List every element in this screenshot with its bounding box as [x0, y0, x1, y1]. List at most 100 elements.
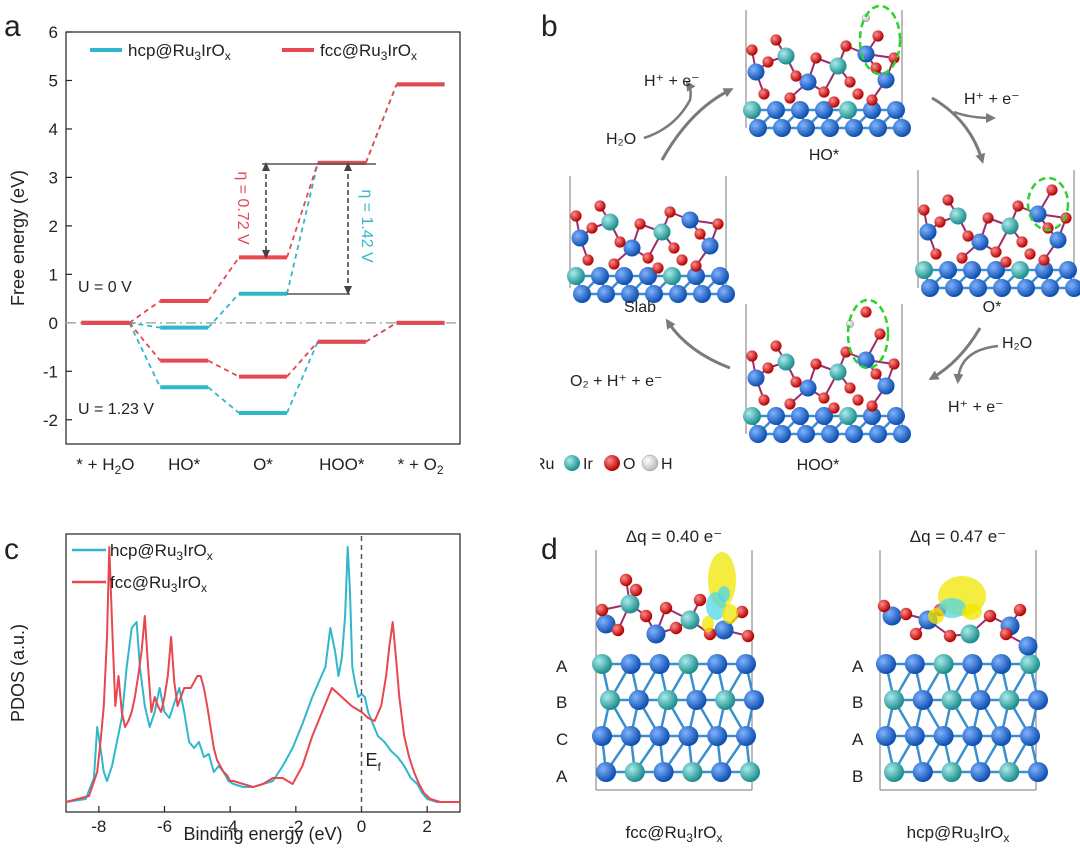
ir-atom	[620, 594, 640, 614]
o-atom	[860, 306, 872, 318]
o-atom	[1024, 248, 1036, 260]
structure-name-hcp: hcp@Ru3IrOx	[907, 823, 1010, 845]
ru-atom	[1029, 205, 1047, 223]
ir-atom	[884, 690, 904, 710]
ru-atom	[877, 71, 895, 89]
pdos-frame	[65, 533, 461, 813]
o-atom	[870, 62, 882, 74]
legend-o-label: O	[623, 456, 635, 473]
energy-connector	[364, 84, 398, 164]
panel-b-label: b	[541, 10, 558, 43]
o-atom	[659, 601, 673, 615]
ir-atom	[777, 47, 795, 65]
y-tick-label: 6	[49, 23, 58, 42]
o-atom	[962, 230, 974, 242]
o-atom	[693, 593, 707, 607]
energy-connector	[207, 256, 240, 302]
stack-hcp-2: B	[852, 693, 863, 712]
y-tick-label: 3	[49, 168, 58, 187]
energy-connector	[128, 300, 161, 324]
pdos-chart: -8 -6 -4 -2 0 2 Ef PDOS (a.u.) Binding energy…	[8, 533, 461, 844]
o-atom	[999, 627, 1013, 641]
ir-atom	[567, 267, 585, 285]
x-tick-label: HOO*	[319, 455, 365, 474]
ru-atom	[623, 239, 641, 257]
legend-ir-label: Ir	[583, 456, 593, 473]
o-atom	[844, 382, 856, 394]
o-atom	[652, 262, 664, 274]
state-label-o: O*	[983, 299, 1002, 316]
ru-atom	[686, 690, 707, 710]
state-label-hoo: HOO*	[797, 457, 840, 474]
ir-atom	[743, 101, 761, 119]
x-tick-label: -2	[288, 817, 303, 836]
stack-hcp-1: A	[852, 657, 864, 676]
cycle-arrow-slab-to-ho	[660, 88, 734, 161]
stack-fcc-2: B	[556, 693, 567, 712]
ru-atom	[714, 620, 734, 640]
o-atom	[877, 599, 891, 613]
x-tick-label: -6	[157, 817, 172, 836]
charge-density-isosurface	[938, 598, 966, 618]
o-atom	[1000, 256, 1012, 268]
free-energy-chart: -2 -1 0 1 2 3 4 5 6 η = 0.72 V η = 1.42 V Free e…	[8, 23, 461, 477]
o-atom	[629, 583, 643, 597]
ru-atom	[615, 267, 633, 285]
ru-atom	[919, 223, 937, 241]
stack-hcp-3: A	[852, 730, 864, 749]
ir-atom	[680, 610, 700, 630]
ru-atom	[912, 690, 933, 710]
ru-atom	[863, 101, 881, 119]
o-atom	[664, 206, 676, 218]
o-atom	[934, 216, 946, 228]
ru-atom	[857, 45, 875, 63]
o-atom	[611, 623, 625, 637]
ru-atom	[1041, 279, 1059, 297]
energy-connector	[207, 386, 240, 414]
pdos-y-label: PDOS (a.u.)	[8, 624, 28, 722]
x-tick-label: O*	[253, 455, 273, 474]
energy-series	[81, 82, 445, 325]
legend-o-ball	[604, 455, 620, 471]
ru-atom	[767, 407, 785, 425]
ru-atom	[987, 261, 1005, 279]
ru-atom	[747, 369, 765, 387]
legend-h-ball	[641, 454, 659, 472]
ir-atom	[999, 690, 1020, 710]
plot-frame	[65, 31, 461, 445]
eta-fcc-arrowhead-top	[262, 162, 270, 171]
charge-density-isosurface	[718, 586, 730, 602]
o-atom	[990, 246, 1002, 258]
energy-connector	[128, 322, 162, 388]
o-atom	[870, 368, 882, 380]
o-atom	[1042, 222, 1054, 234]
ru-atom	[993, 279, 1011, 297]
ru-atom	[1065, 279, 1080, 297]
x-tick-label: 0	[357, 817, 366, 836]
o-atom	[828, 402, 840, 414]
ru-atom	[1020, 726, 1040, 746]
o-atom	[1046, 184, 1058, 196]
x-tick-label: * + H2O	[76, 455, 134, 477]
y-tick-label: 5	[49, 71, 58, 90]
ir-atom	[740, 762, 760, 782]
ru-atom	[933, 726, 954, 746]
energy-connector	[286, 162, 319, 294]
o-atom	[614, 236, 626, 248]
ir-atom	[678, 654, 699, 674]
o-atom	[918, 204, 930, 216]
o-atom	[888, 358, 900, 370]
ru-atom	[876, 726, 896, 746]
o-atom	[758, 394, 770, 406]
ru-atom	[639, 267, 657, 285]
atomic-structure	[592, 550, 764, 791]
cycle-arrow-ho-to-o	[931, 96, 986, 164]
ru-atom	[711, 762, 732, 782]
o-atom	[639, 609, 653, 623]
bottom-right-product: H⁺ + e⁻	[948, 399, 1004, 416]
energy-series	[81, 320, 445, 415]
o-atom	[840, 346, 852, 358]
eta-hcp-arrowhead-top	[344, 162, 352, 171]
ru-atom	[749, 425, 767, 443]
energy-series	[81, 82, 445, 330]
